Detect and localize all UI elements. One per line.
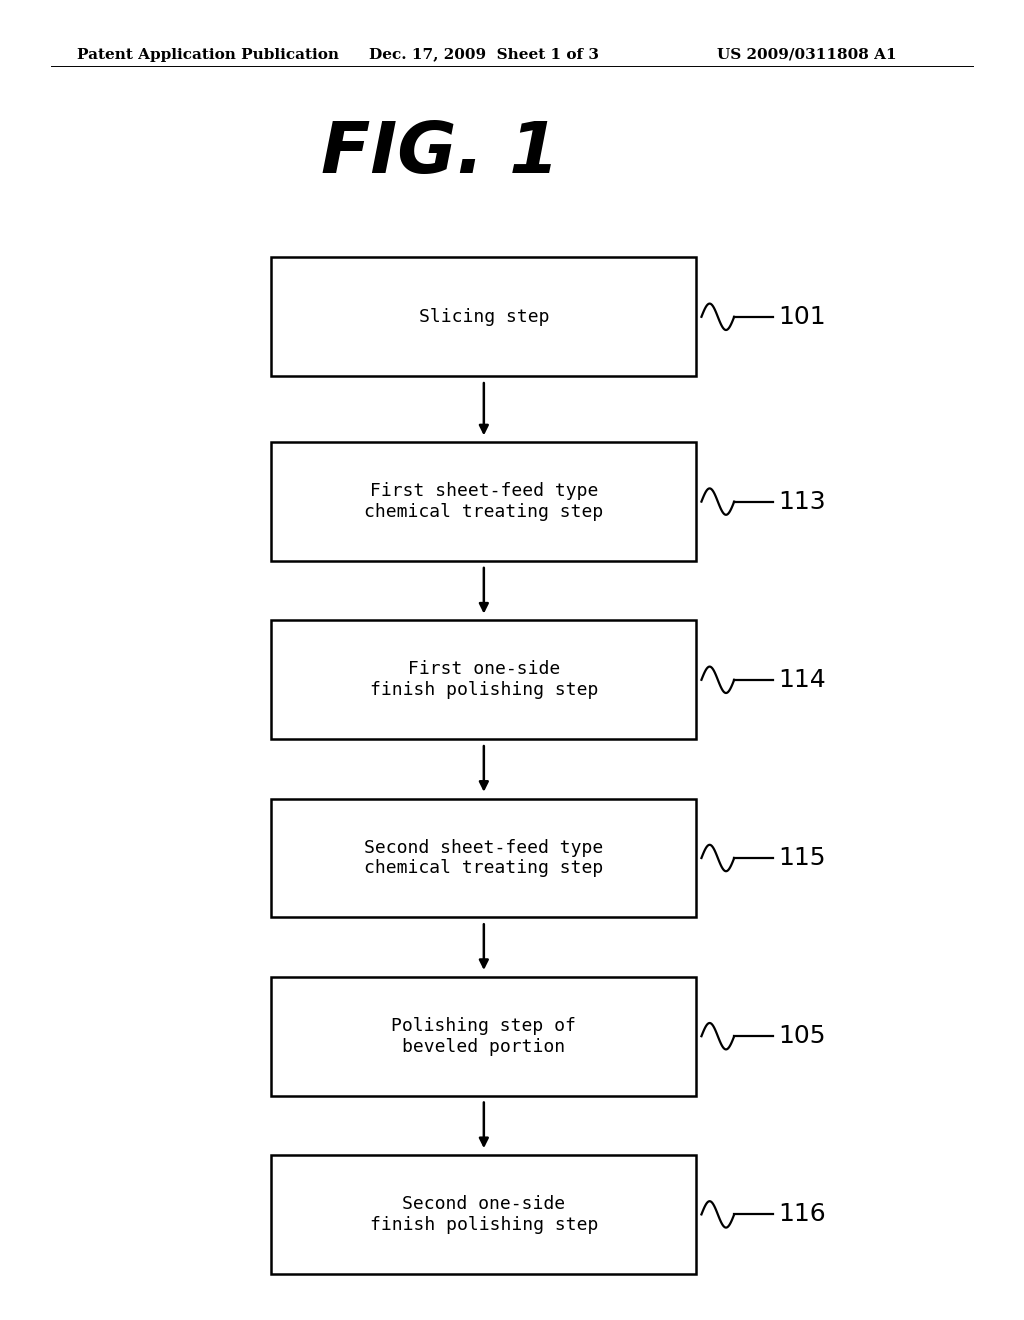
Text: Slicing step: Slicing step bbox=[419, 308, 549, 326]
Text: First one-side
finish polishing step: First one-side finish polishing step bbox=[370, 660, 598, 700]
Text: Second one-side
finish polishing step: Second one-side finish polishing step bbox=[370, 1195, 598, 1234]
Text: 115: 115 bbox=[778, 846, 825, 870]
Text: First sheet-feed type
chemical treating step: First sheet-feed type chemical treating … bbox=[365, 482, 603, 521]
Text: 116: 116 bbox=[778, 1203, 826, 1226]
Text: US 2009/0311808 A1: US 2009/0311808 A1 bbox=[717, 48, 896, 62]
Text: Patent Application Publication: Patent Application Publication bbox=[77, 48, 339, 62]
Text: Dec. 17, 2009  Sheet 1 of 3: Dec. 17, 2009 Sheet 1 of 3 bbox=[369, 48, 599, 62]
Text: Polishing step of
beveled portion: Polishing step of beveled portion bbox=[391, 1016, 577, 1056]
Text: FIG. 1: FIG. 1 bbox=[322, 119, 559, 187]
Text: 114: 114 bbox=[778, 668, 826, 692]
Text: Second sheet-feed type
chemical treating step: Second sheet-feed type chemical treating… bbox=[365, 838, 603, 878]
Text: 105: 105 bbox=[778, 1024, 825, 1048]
Text: 113: 113 bbox=[778, 490, 826, 513]
Text: 101: 101 bbox=[778, 305, 826, 329]
